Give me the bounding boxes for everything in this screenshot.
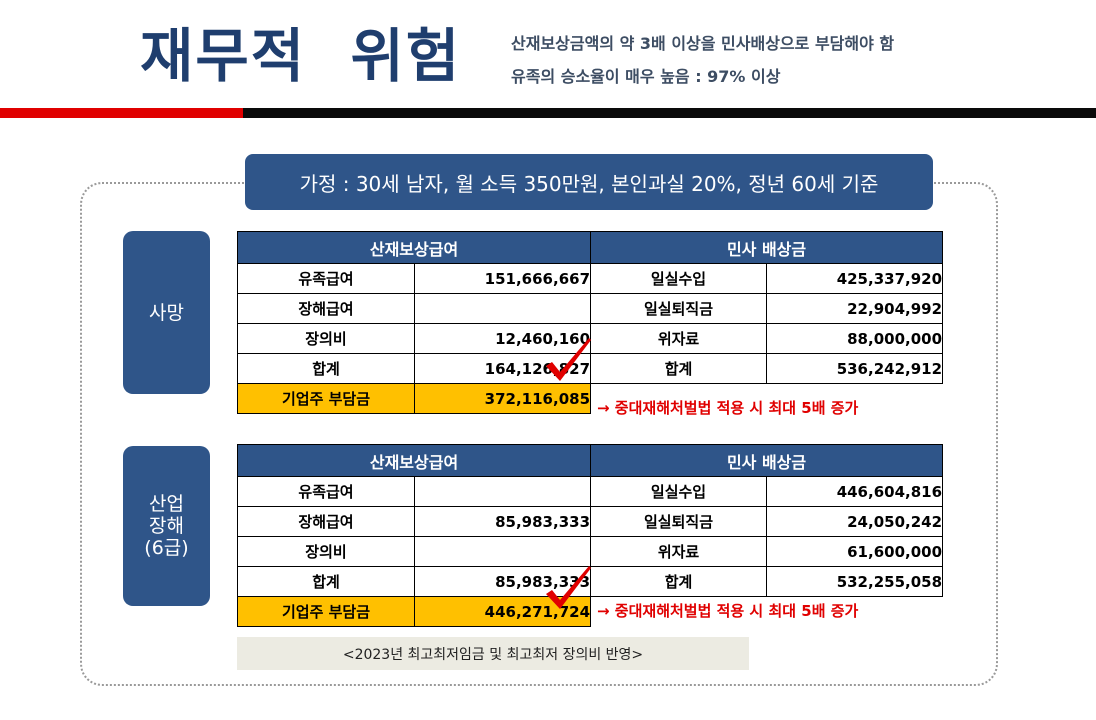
cell-value: 425,337,920 — [766, 263, 944, 294]
cell-label: 유족급여 — [237, 476, 415, 507]
cell-value — [413, 293, 592, 324]
cell-label: 장의비 — [237, 323, 415, 354]
cell-value: 446,604,816 — [766, 476, 944, 507]
cell-label: 일실수입 — [590, 476, 768, 507]
table-header-row: 산재보상급여 민사 배상금 — [236, 444, 944, 477]
table-row-burden: 기업주 부담금 372,116,085 — [237, 383, 943, 414]
compensation-table-death: 산재보상급여 민사 배상금 유족급여 151,666,667 일실수입 425,… — [236, 231, 944, 414]
cell-label: 합계 — [237, 353, 415, 384]
table-row-total: 합계 164,126,827 합계 536,242,912 — [237, 353, 944, 384]
cell-value: 88,000,000 — [766, 323, 944, 354]
cell-value: 24,050,242 — [766, 506, 944, 537]
burden-label: 기업주 부담금 — [237, 383, 415, 414]
cell-value: 12,460,160 — [413, 323, 592, 354]
header-civil-damages: 민사 배상금 — [590, 231, 944, 264]
cell-label: 일실퇴직금 — [590, 293, 768, 324]
case-label-disability: 산업 장해 (6급) — [123, 446, 210, 606]
assumption-banner: 가정 : 30세 남자, 월 소득 350만원, 본인과실 20%, 정년 60… — [245, 154, 933, 210]
case-label-text: 산업 장해 (6급) — [144, 493, 189, 559]
checkmark-icon — [546, 566, 591, 609]
burden-value: 446,271,724 — [413, 596, 592, 627]
case-label-text: 사망 — [149, 301, 184, 324]
burden-label: 기업주 부담금 — [237, 596, 415, 627]
cell-label: 장해급여 — [237, 293, 415, 324]
header-industrial-compensation: 산재보상급여 — [236, 444, 592, 477]
cell-value: 85,983,333 — [413, 566, 592, 597]
cell-value: 532,255,058 — [766, 566, 944, 597]
cell-value: 61,600,000 — [766, 536, 944, 567]
header-civil-damages: 민사 배상금 — [590, 444, 944, 477]
cell-value: 85,983,333 — [413, 506, 592, 537]
cell-label: 장해급여 — [237, 506, 415, 537]
cell-label: 합계 — [590, 353, 768, 384]
table-row: 장의비 12,460,160 위자료 88,000,000 — [237, 323, 944, 354]
accent-bar-black — [243, 108, 1096, 118]
cell-label: 합계 — [590, 566, 768, 597]
cell-label: 위자료 — [590, 536, 768, 567]
page-title: 재무적 위험 — [140, 22, 462, 90]
cell-label: 장의비 — [237, 536, 415, 567]
checkmark-icon — [546, 338, 591, 381]
penalty-note: → 중대재해처벌법 적용 시 최대 5배 증가 — [597, 399, 859, 417]
case-label-death: 사망 — [123, 231, 210, 394]
header-industrial-compensation: 산재보상급여 — [236, 231, 592, 264]
burden-value: 372,116,085 — [413, 383, 592, 414]
table-row-total: 합계 85,983,333 합계 532,255,058 — [237, 566, 944, 597]
table-row: 장해급여 85,983,333 일실퇴직금 24,050,242 — [237, 506, 944, 537]
cell-label: 일실수입 — [590, 263, 768, 294]
cell-value: 536,242,912 — [766, 353, 944, 384]
cell-value — [413, 476, 592, 507]
table-row: 장의비 위자료 61,600,000 — [237, 536, 944, 567]
table-row: 유족급여 151,666,667 일실수입 425,337,920 — [237, 263, 944, 294]
cell-value — [413, 536, 592, 567]
cell-label: 유족급여 — [237, 263, 415, 294]
accent-bar-red — [0, 108, 243, 118]
footnote: <2023년 최고최저임금 및 최고최저 장의비 반영> — [237, 637, 749, 670]
table-header-row: 산재보상급여 민사 배상금 — [236, 231, 944, 264]
cell-value: 22,904,992 — [766, 293, 944, 324]
subtitle-compensation-ratio: 산재보상금액의 약 3배 이상을 민사배상으로 부담해야 함 — [511, 34, 895, 53]
cell-label: 위자료 — [590, 323, 768, 354]
compensation-table-disability: 산재보상급여 민사 배상금 유족급여 일실수입 446,604,816 장해급여… — [236, 444, 944, 627]
cell-value: 151,666,667 — [413, 263, 592, 294]
penalty-note: → 중대재해처벌법 적용 시 최대 5배 증가 — [597, 602, 859, 620]
table-row: 장해급여 일실퇴직금 22,904,992 — [237, 293, 944, 324]
subtitle-win-rate: 유족의 승소율이 매우 높음 : 97% 이상 — [511, 67, 781, 86]
table-row: 유족급여 일실수입 446,604,816 — [237, 476, 944, 507]
cell-label: 합계 — [237, 566, 415, 597]
cell-label: 일실퇴직금 — [590, 506, 768, 537]
table-row-burden: 기업주 부담금 446,271,724 — [237, 596, 943, 627]
